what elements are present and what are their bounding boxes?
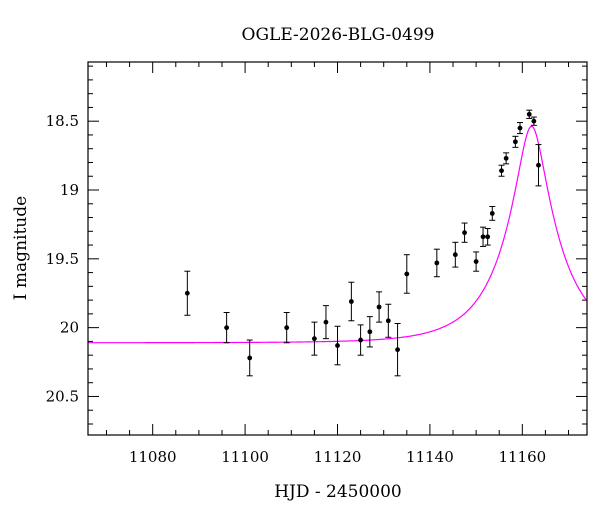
data-marker <box>284 325 290 331</box>
data-marker <box>335 343 340 348</box>
data-point <box>535 144 542 187</box>
data-point <box>484 228 491 246</box>
data-marker <box>503 155 509 161</box>
data-marker <box>512 139 518 145</box>
data-marker <box>480 234 486 240</box>
data-point <box>452 241 459 268</box>
data-marker <box>385 318 391 324</box>
y-tick-label: 19 <box>60 181 79 199</box>
x-tick-label: 11120 <box>314 448 362 466</box>
plot-frame <box>87 61 588 436</box>
data-marker <box>404 271 410 277</box>
data-point <box>530 116 537 126</box>
data-marker <box>323 319 329 325</box>
data-marker <box>247 355 253 361</box>
data-point <box>311 321 318 356</box>
data-point <box>223 312 230 344</box>
data-marker <box>536 162 541 168</box>
y-axis-label: I magnitude <box>11 196 31 300</box>
model-curve <box>88 125 588 344</box>
data-point <box>394 323 401 377</box>
data-marker <box>452 252 458 258</box>
data-point <box>512 135 519 148</box>
data-point <box>385 303 392 338</box>
data-point <box>503 152 510 165</box>
y-tick-label: 19.5 <box>46 250 79 268</box>
data-marker <box>395 347 400 353</box>
data-marker <box>462 230 467 236</box>
data-point <box>283 312 290 344</box>
data-marker <box>517 125 523 131</box>
data-point <box>403 254 410 294</box>
data-marker <box>358 337 364 343</box>
data-point <box>480 226 487 247</box>
data-marker <box>499 168 504 174</box>
x-tick-label: 11080 <box>129 448 177 466</box>
data-point <box>357 324 364 356</box>
data-marker <box>531 118 537 124</box>
data-point <box>348 281 355 322</box>
data-marker <box>434 260 440 266</box>
data-marker <box>473 259 479 264</box>
chart-title: OGLE-2026-BLG-0499 <box>242 25 435 45</box>
data-point <box>184 270 191 316</box>
data-point <box>461 222 468 243</box>
axis-ticks <box>88 62 587 435</box>
data-point <box>366 316 373 348</box>
data-point <box>498 164 505 177</box>
x-tick-label: 11100 <box>221 448 269 466</box>
data-point <box>473 251 480 272</box>
y-tick-labels: 18.5 19 19.5 20 20.5 <box>46 112 79 405</box>
data-points-layer <box>184 109 542 377</box>
x-tick-labels: 11080 11100 11120 11140 11160 <box>129 448 546 466</box>
data-point <box>376 291 383 323</box>
y-tick-label: 18.5 <box>46 112 79 130</box>
x-tick-label: 11160 <box>498 448 546 466</box>
data-point <box>246 339 253 377</box>
data-point <box>322 305 329 340</box>
data-marker <box>184 290 190 296</box>
y-tick-label: 20 <box>60 319 79 337</box>
data-marker <box>348 299 354 304</box>
x-tick-label: 11140 <box>406 448 454 466</box>
data-point <box>334 325 341 366</box>
data-marker <box>376 304 382 310</box>
data-point <box>433 248 440 278</box>
data-marker <box>367 329 373 335</box>
data-marker <box>485 234 491 240</box>
data-marker <box>489 211 495 216</box>
model-curve-layer <box>88 125 588 344</box>
data-marker <box>526 111 532 117</box>
x-axis-label: HJD - 2450000 <box>274 482 402 502</box>
data-marker <box>311 336 317 342</box>
data-marker <box>224 325 230 331</box>
data-point <box>489 206 496 221</box>
data-point <box>517 122 524 135</box>
y-tick-label: 20.5 <box>46 387 79 405</box>
data-point <box>526 109 533 119</box>
